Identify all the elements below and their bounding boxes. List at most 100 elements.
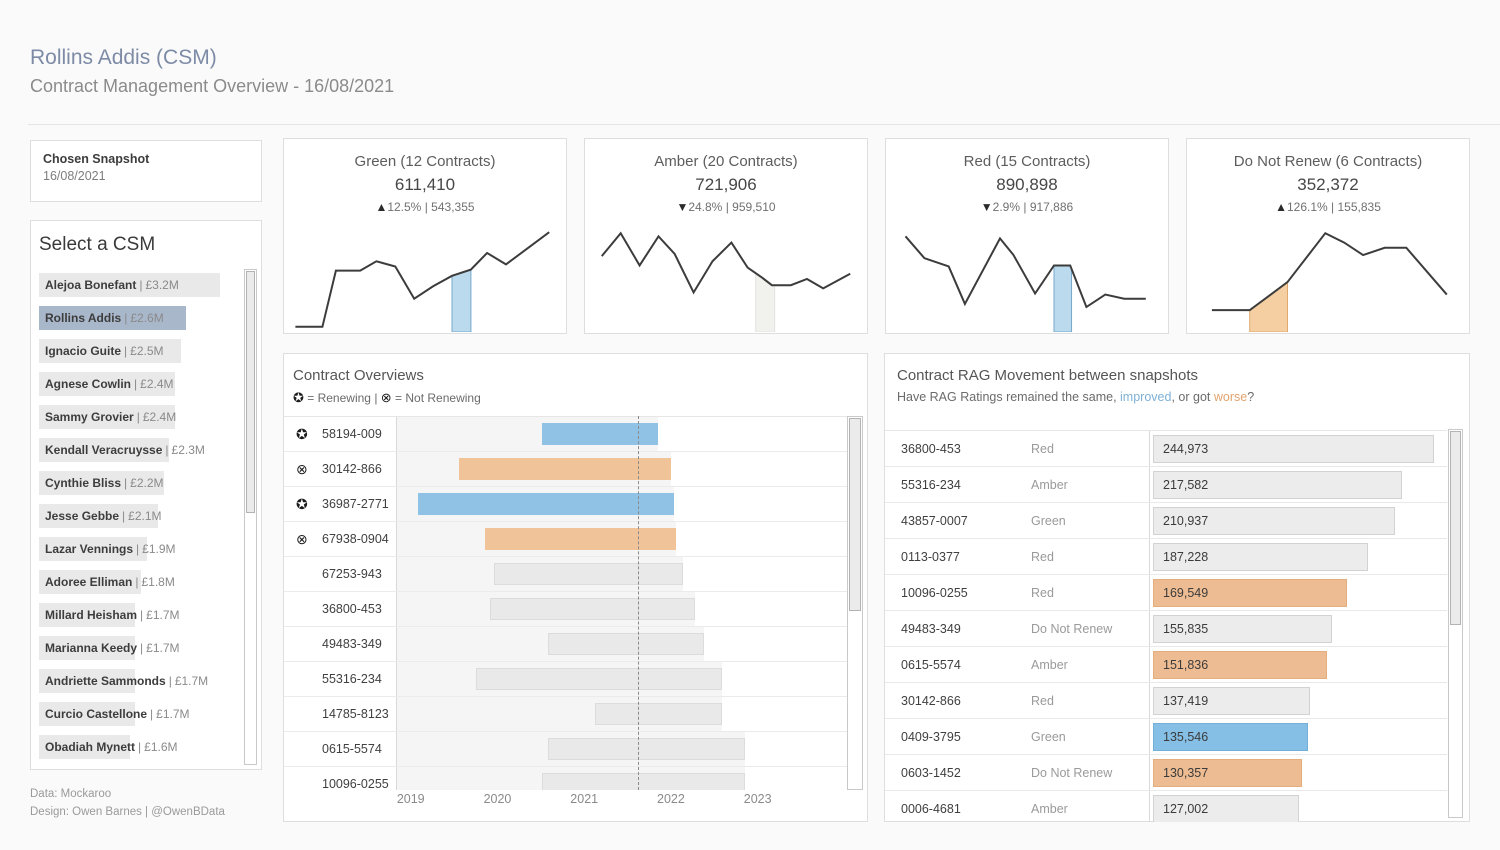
kpi-card[interactable]: Do Not Renew (6 Contracts) 352,372 ▲126.… (1186, 138, 1470, 334)
csm-value: £1.8M (141, 575, 175, 589)
gantt-row[interactable]: 55316-234 (284, 662, 847, 697)
csm-name: Agnese Cowlin (45, 377, 132, 391)
snapshot-label: Chosen Snapshot (43, 152, 150, 166)
csm-list-item-14[interactable]: Obadiah Mynett | £1.6M (39, 731, 235, 764)
renewing-label: = Renewing (307, 391, 371, 405)
rag-table-row[interactable]: 49483-349 Do Not Renew 155,835 (885, 611, 1447, 647)
rag-value-bar[interactable]: 151,836 (1153, 651, 1327, 679)
gantt-contract-bar[interactable] (595, 703, 723, 725)
rag-value-bar[interactable]: 217,582 (1153, 471, 1403, 499)
gantt-contract-bar[interactable] (548, 633, 705, 655)
renewing-icon: ✪ (293, 390, 304, 405)
kpi-card[interactable]: Green (12 Contracts) 611,410 ▲12.5% | 54… (283, 138, 567, 334)
rag-table-row[interactable]: 30142-866 Red 137,419 (885, 683, 1447, 719)
rag-table-row[interactable]: 0603-1452 Do Not Renew 130,357 (885, 755, 1447, 791)
csm-list-item-12[interactable]: Andriette Sammonds | £1.7M (39, 665, 235, 698)
rag-table-row[interactable]: 0409-3795 Green 135,546 (885, 719, 1447, 755)
gantt-row-renewal-icon: ✪ (296, 426, 308, 442)
gantt-row[interactable]: 14785-8123 (284, 697, 847, 732)
gantt-row-contract-id: 30142-866 (322, 462, 382, 476)
csm-separator: | (122, 509, 126, 523)
gantt-contract-bar[interactable] (489, 598, 695, 620)
gantt-contract-bar[interactable] (417, 493, 674, 515)
gantt-legend: ✪ = Renewing | ⊗ = Not Renewing (284, 384, 867, 406)
gantt-row[interactable]: ✪ 58194-009 (284, 417, 847, 452)
kpi-delta-arrow-icon: ▲ (1275, 200, 1287, 214)
rag-scrollbar[interactable] (1448, 429, 1463, 818)
kpi-delta-arrow-icon: ▼ (676, 200, 689, 214)
rag-subtitle-part: ? (1247, 390, 1255, 404)
csm-name: Cynthie Bliss (45, 476, 122, 490)
footer-design-credit: Design: Owen Barnes | @OwenBData (30, 806, 225, 818)
csm-list-item-10[interactable]: Millard Heisham | £1.7M (39, 599, 235, 632)
rag-table-row[interactable]: 0113-0377 Red 187,228 (885, 539, 1447, 575)
gantt-scrollbar[interactable] (847, 416, 863, 790)
rag-value-bar[interactable]: 135,546 (1153, 723, 1309, 751)
gantt-row-contract-id: 58194-009 (322, 427, 382, 441)
gantt-row[interactable]: 10096-0255 (284, 767, 847, 790)
kpi-title: Amber (20 Contracts) (654, 153, 798, 170)
rag-table-row[interactable]: 10096-0255 Red 169,549 (885, 575, 1447, 611)
kpi-card[interactable]: Amber (20 Contracts) 721,906 ▼24.8% | 95… (584, 138, 868, 334)
gantt-row[interactable]: ⊗ 67938-0904 (284, 522, 847, 557)
rag-status: Green (1031, 514, 1066, 528)
gantt-row[interactable]: ✪ 36987-2771 (284, 487, 847, 522)
rag-value-bar[interactable]: 127,002 (1153, 795, 1299, 822)
csm-list-item-0[interactable]: Alejoa Bonefant | £3.2M (39, 269, 235, 302)
gantt-contract-bar[interactable] (541, 773, 745, 790)
rag-table-row[interactable]: 0615-5574 Amber 151,836 (885, 647, 1447, 683)
csm-separator: | (140, 608, 144, 622)
rag-table-row[interactable]: 36800-453 Red 244,973 (885, 431, 1447, 467)
rag-value-bar[interactable]: 169,549 (1153, 579, 1348, 607)
rag-status: Do Not Renew (1031, 766, 1113, 780)
csm-list-item-4[interactable]: Sammy Grovier | £2.4M (39, 401, 235, 434)
csm-list-item-8[interactable]: Lazar Vennings | £1.9M (39, 533, 235, 566)
csm-value-bar (39, 702, 136, 726)
rag-table-row[interactable]: 43857-0007 Green 210,937 (885, 503, 1447, 539)
rag-contract-id: 0113-0377 (901, 550, 960, 564)
kpi-card[interactable]: Red (15 Contracts) 890,898 ▼2.9% | 917,8… (885, 138, 1169, 334)
csm-list-scrollbar-thumb[interactable] (246, 271, 255, 514)
rag-contract-id: 0603-1452 (901, 766, 961, 780)
csm-separator: | (124, 344, 128, 358)
csm-list-item-13[interactable]: Curcio Castellone | £1.7M (39, 698, 235, 731)
csm-value-bar (39, 339, 181, 363)
csm-list-item-5[interactable]: Kendall Veracruysse | £2.3M (39, 434, 235, 467)
gantt-contract-bar[interactable] (541, 423, 659, 445)
rag-value-bar[interactable]: 155,835 (1153, 615, 1332, 643)
rag-value-bar[interactable]: 130,357 (1153, 759, 1303, 787)
gantt-row[interactable]: ⊗ 30142-866 (284, 452, 847, 487)
csm-list-item-11[interactable]: Marianna Keedy | £1.7M (39, 632, 235, 665)
gantt-chart: ✪ 58194-009 ⊗ 30142-866 ✪ 36987-2771 ⊗ 6… (284, 416, 847, 790)
rag-table-row[interactable]: 55316-234 Amber 217,582 (885, 467, 1447, 503)
csm-value: £1.9M (142, 542, 176, 556)
rag-table-row[interactable]: 0006-4681 Amber 127,002 (885, 791, 1447, 822)
rag-value-bar[interactable]: 244,973 (1153, 435, 1434, 463)
gantt-row[interactable]: 49483-349 (284, 627, 847, 662)
gantt-contract-bar[interactable] (475, 668, 722, 690)
csm-list-item-6[interactable]: Cynthie Bliss | £2.2M (39, 467, 235, 500)
gantt-row[interactable]: 36800-453 (284, 592, 847, 627)
gantt-row[interactable]: 0615-5574 (284, 732, 847, 767)
csm-list-item-7[interactable]: Jesse Gebbe | £2.1M (39, 500, 235, 533)
rag-value-bar[interactable]: 187,228 (1153, 543, 1368, 571)
csm-list-item-3[interactable]: Agnese Cowlin | £2.4M (39, 368, 235, 401)
rag-scrollbar-thumb[interactable] (1450, 431, 1461, 625)
gantt-row[interactable]: 67253-943 (284, 557, 847, 592)
csm-list-item-9[interactable]: Adoree Elliman | £1.8M (39, 566, 235, 599)
csm-list-scrollbar[interactable] (244, 269, 257, 765)
rag-value-bar[interactable]: 210,937 (1153, 507, 1395, 535)
contract-overviews-title: Contract Overviews (293, 367, 424, 384)
gantt-contract-bar[interactable] (493, 563, 683, 585)
rag-status: Do Not Renew (1031, 622, 1113, 636)
gantt-row-contract-id: 10096-0255 (322, 777, 389, 790)
csm-list-item-1[interactable]: Rollins Addis | £2.6M (39, 302, 235, 335)
gantt-contract-bar[interactable] (485, 528, 676, 550)
kpi-value: 352,372 (1297, 175, 1359, 194)
gantt-contract-bar[interactable] (459, 458, 672, 480)
csm-list-item-2[interactable]: Ignacio Guite | £2.5M (39, 335, 235, 368)
rag-value-bar[interactable]: 137,419 (1153, 687, 1311, 715)
csm-value: £2.1M (128, 509, 162, 523)
gantt-scrollbar-thumb[interactable] (849, 418, 861, 612)
gantt-contract-bar[interactable] (548, 738, 745, 760)
